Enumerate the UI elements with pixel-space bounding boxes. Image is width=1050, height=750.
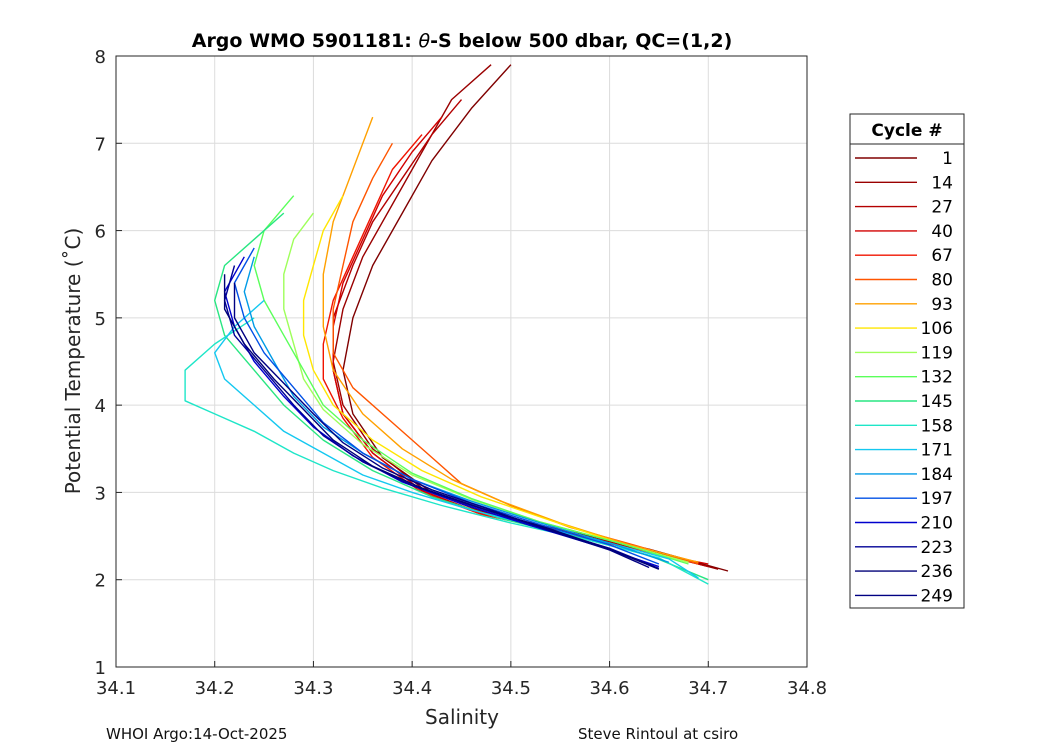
legend: Cycle # 11427406780931061191321451581711… xyxy=(849,113,965,609)
legend-label-cycle-171: 171 xyxy=(921,441,953,461)
legend-label-cycle-106: 106 xyxy=(921,319,953,339)
x-tick-label: 34.1 xyxy=(96,678,136,699)
x-axis-label: Salinity xyxy=(425,705,499,729)
series-line-cycle-249 xyxy=(233,282,650,569)
legend-label-cycle-40: 40 xyxy=(931,222,953,242)
legend-title: Cycle # xyxy=(871,121,942,141)
legend-label-cycle-236: 236 xyxy=(921,562,953,582)
axis-ticks: 34.1 34.2 34.3 34.4 34.5 34.6 34.7 34.8 1 2 3 4 5 6 7 8 xyxy=(95,47,827,699)
legend-label-cycle-249: 249 xyxy=(921,586,953,606)
series-layer xyxy=(184,64,729,585)
legend-label-cycle-67: 67 xyxy=(931,246,953,266)
x-tick-label: 34.4 xyxy=(392,678,432,699)
y-tick-label: 6 xyxy=(95,222,106,243)
y-tick-label: 5 xyxy=(95,309,106,330)
legend-label-cycle-80: 80 xyxy=(931,271,953,291)
legend-box xyxy=(849,113,965,609)
y-tick-label: 1 xyxy=(95,658,106,679)
legend-items: 1 14 27 40 67 80 93 106 119 132 145 158 171 184 197 210… xyxy=(855,149,953,606)
series-line-cycle-236 xyxy=(223,274,660,570)
chart-title: Argo WMO 5901181: θ-S below 500 dbar, QC… xyxy=(192,30,733,52)
legend-label-cycle-14: 14 xyxy=(931,173,953,193)
y-tick-label: 8 xyxy=(95,47,106,68)
x-tick-label: 34.2 xyxy=(195,678,235,699)
y-axis-label: Potential Temperature (˚C) xyxy=(61,228,85,495)
series-line-cycle-106 xyxy=(302,195,689,563)
legend-label-cycle-119: 119 xyxy=(921,343,953,363)
x-tick-label: 34.5 xyxy=(491,678,531,699)
legend-label-cycle-184: 184 xyxy=(921,465,953,485)
legend-label-cycle-1: 1 xyxy=(942,149,953,169)
x-tick-label: 34.7 xyxy=(688,678,728,699)
legend-label-cycle-210: 210 xyxy=(921,514,953,534)
series-line-cycle-184 xyxy=(243,256,670,563)
legend-label-cycle-93: 93 xyxy=(931,295,953,315)
series-line-cycle-132 xyxy=(253,195,689,565)
y-tick-label: 4 xyxy=(95,396,106,417)
y-tick-label: 3 xyxy=(95,483,106,504)
legend-label-cycle-145: 145 xyxy=(921,392,953,412)
footer-source: WHOI Argo:14-Oct-2025 xyxy=(106,725,288,743)
plot-frame xyxy=(115,55,808,668)
series-line-cycle-197 xyxy=(233,247,660,565)
x-tick-label: 34.3 xyxy=(293,678,333,699)
legend-label-cycle-197: 197 xyxy=(921,489,953,509)
legend-label-cycle-158: 158 xyxy=(921,416,953,436)
legend-label-cycle-223: 223 xyxy=(921,538,953,558)
x-tick-label: 34.6 xyxy=(590,678,630,699)
legend-label-cycle-132: 132 xyxy=(921,368,953,388)
footer-attribution: Steve Rintoul at csiro xyxy=(578,725,739,743)
y-tick-label: 2 xyxy=(95,571,106,592)
y-tick-label: 7 xyxy=(95,134,106,155)
x-tick-label: 34.8 xyxy=(787,678,827,699)
legend-label-cycle-27: 27 xyxy=(931,198,953,218)
